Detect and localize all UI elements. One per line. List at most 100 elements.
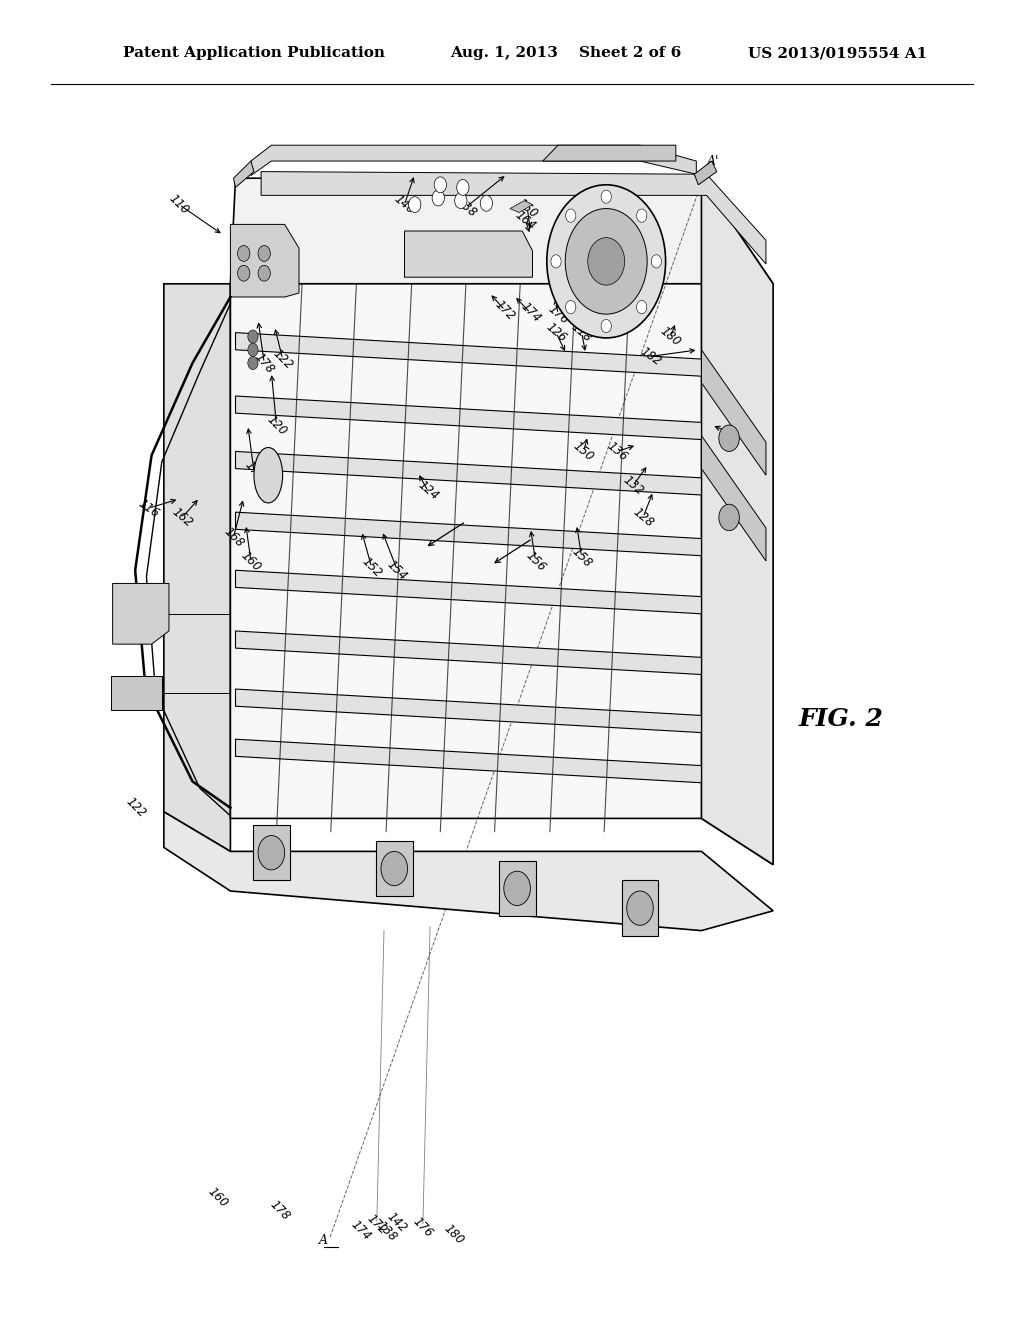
Circle shape bbox=[588, 238, 625, 285]
Text: Sheet 2 of 6: Sheet 2 of 6 bbox=[579, 46, 681, 61]
Polygon shape bbox=[253, 825, 290, 880]
Text: 178: 178 bbox=[252, 350, 276, 376]
Text: 122: 122 bbox=[124, 795, 148, 821]
Polygon shape bbox=[543, 145, 676, 161]
Polygon shape bbox=[376, 841, 413, 896]
Polygon shape bbox=[251, 145, 696, 176]
Polygon shape bbox=[236, 570, 701, 614]
Text: 160: 160 bbox=[239, 548, 263, 574]
Text: 132: 132 bbox=[621, 474, 645, 498]
Circle shape bbox=[258, 836, 285, 870]
Text: 126: 126 bbox=[544, 321, 568, 345]
Text: 172: 172 bbox=[365, 1212, 389, 1238]
Polygon shape bbox=[230, 224, 299, 297]
Text: 142: 142 bbox=[385, 1209, 410, 1236]
Polygon shape bbox=[230, 284, 773, 865]
Circle shape bbox=[385, 851, 410, 883]
Text: 138: 138 bbox=[375, 1218, 399, 1245]
Text: 138: 138 bbox=[454, 195, 478, 219]
Polygon shape bbox=[113, 583, 169, 644]
Polygon shape bbox=[701, 178, 773, 865]
Circle shape bbox=[631, 886, 655, 917]
Circle shape bbox=[565, 209, 647, 314]
Circle shape bbox=[248, 343, 258, 356]
Polygon shape bbox=[510, 201, 532, 213]
Polygon shape bbox=[236, 451, 701, 495]
Circle shape bbox=[565, 209, 575, 222]
Text: 178: 178 bbox=[267, 1197, 292, 1224]
Polygon shape bbox=[236, 333, 701, 376]
Circle shape bbox=[381, 851, 408, 886]
Text: 120: 120 bbox=[264, 412, 289, 438]
Text: 180: 180 bbox=[441, 1221, 466, 1247]
Circle shape bbox=[627, 891, 653, 925]
Text: 116: 116 bbox=[135, 496, 162, 520]
Polygon shape bbox=[164, 812, 773, 931]
Text: 152: 152 bbox=[359, 554, 384, 581]
Circle shape bbox=[508, 869, 532, 900]
Text: A': A' bbox=[707, 154, 719, 168]
Circle shape bbox=[409, 197, 421, 213]
Text: 182: 182 bbox=[637, 345, 664, 368]
Text: 172: 172 bbox=[493, 297, 517, 323]
Circle shape bbox=[238, 265, 250, 281]
Circle shape bbox=[637, 209, 647, 222]
Text: 110: 110 bbox=[167, 191, 191, 218]
Polygon shape bbox=[236, 631, 701, 675]
Text: 150: 150 bbox=[571, 440, 596, 463]
Text: 168: 168 bbox=[221, 524, 246, 550]
Circle shape bbox=[551, 255, 561, 268]
Circle shape bbox=[248, 330, 258, 343]
Circle shape bbox=[432, 190, 444, 206]
Text: 162: 162 bbox=[170, 506, 195, 529]
Text: 160: 160 bbox=[206, 1184, 230, 1210]
Polygon shape bbox=[236, 396, 701, 440]
Circle shape bbox=[262, 836, 287, 867]
Text: 150: 150 bbox=[515, 197, 540, 220]
Ellipse shape bbox=[254, 447, 283, 503]
Circle shape bbox=[601, 319, 611, 333]
Circle shape bbox=[637, 301, 647, 314]
Circle shape bbox=[455, 193, 467, 209]
Text: 128: 128 bbox=[631, 506, 655, 529]
Text: 174: 174 bbox=[348, 1217, 373, 1243]
Circle shape bbox=[434, 177, 446, 193]
Text: Aug. 1, 2013: Aug. 1, 2013 bbox=[451, 46, 558, 61]
Circle shape bbox=[480, 195, 493, 211]
Text: A: A bbox=[319, 1234, 328, 1247]
Text: 180: 180 bbox=[658, 325, 683, 348]
Text: 170: 170 bbox=[242, 458, 266, 484]
Circle shape bbox=[719, 425, 739, 451]
Circle shape bbox=[258, 246, 270, 261]
Circle shape bbox=[504, 871, 530, 906]
Polygon shape bbox=[111, 676, 162, 710]
Polygon shape bbox=[622, 880, 658, 936]
Polygon shape bbox=[236, 689, 701, 733]
Text: 164: 164 bbox=[513, 209, 538, 232]
Circle shape bbox=[565, 301, 575, 314]
Polygon shape bbox=[230, 178, 773, 284]
Circle shape bbox=[258, 265, 270, 281]
Polygon shape bbox=[236, 739, 701, 783]
Text: 118: 118 bbox=[569, 321, 594, 345]
Text: Patent Application Publication: Patent Application Publication bbox=[123, 46, 385, 61]
Polygon shape bbox=[236, 512, 701, 556]
Circle shape bbox=[238, 246, 250, 261]
Polygon shape bbox=[499, 861, 536, 916]
Circle shape bbox=[457, 180, 469, 195]
Text: 112: 112 bbox=[739, 430, 766, 454]
Polygon shape bbox=[701, 436, 766, 561]
Text: 176: 176 bbox=[411, 1214, 435, 1241]
Text: US 2013/0195554 A1: US 2013/0195554 A1 bbox=[748, 46, 927, 61]
Text: 140: 140 bbox=[392, 193, 417, 216]
Text: 158: 158 bbox=[569, 544, 594, 570]
Polygon shape bbox=[233, 161, 254, 187]
Circle shape bbox=[651, 255, 662, 268]
Polygon shape bbox=[164, 284, 230, 851]
Polygon shape bbox=[404, 231, 532, 277]
Text: 136: 136 bbox=[605, 440, 630, 463]
Polygon shape bbox=[694, 161, 717, 185]
Circle shape bbox=[547, 185, 666, 338]
Text: 154: 154 bbox=[385, 557, 410, 583]
Text: 122: 122 bbox=[270, 346, 295, 372]
